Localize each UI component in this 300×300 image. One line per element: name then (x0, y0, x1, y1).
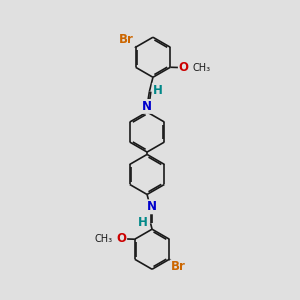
Text: CH₃: CH₃ (95, 234, 113, 244)
Text: H: H (137, 216, 147, 229)
Text: N: N (142, 100, 152, 113)
Text: Br: Br (119, 33, 134, 46)
Text: Br: Br (171, 260, 186, 273)
Text: N: N (147, 200, 157, 213)
Text: CH₃: CH₃ (192, 63, 210, 73)
Text: O: O (116, 232, 126, 245)
Text: O: O (179, 61, 189, 74)
Text: H: H (153, 84, 163, 97)
